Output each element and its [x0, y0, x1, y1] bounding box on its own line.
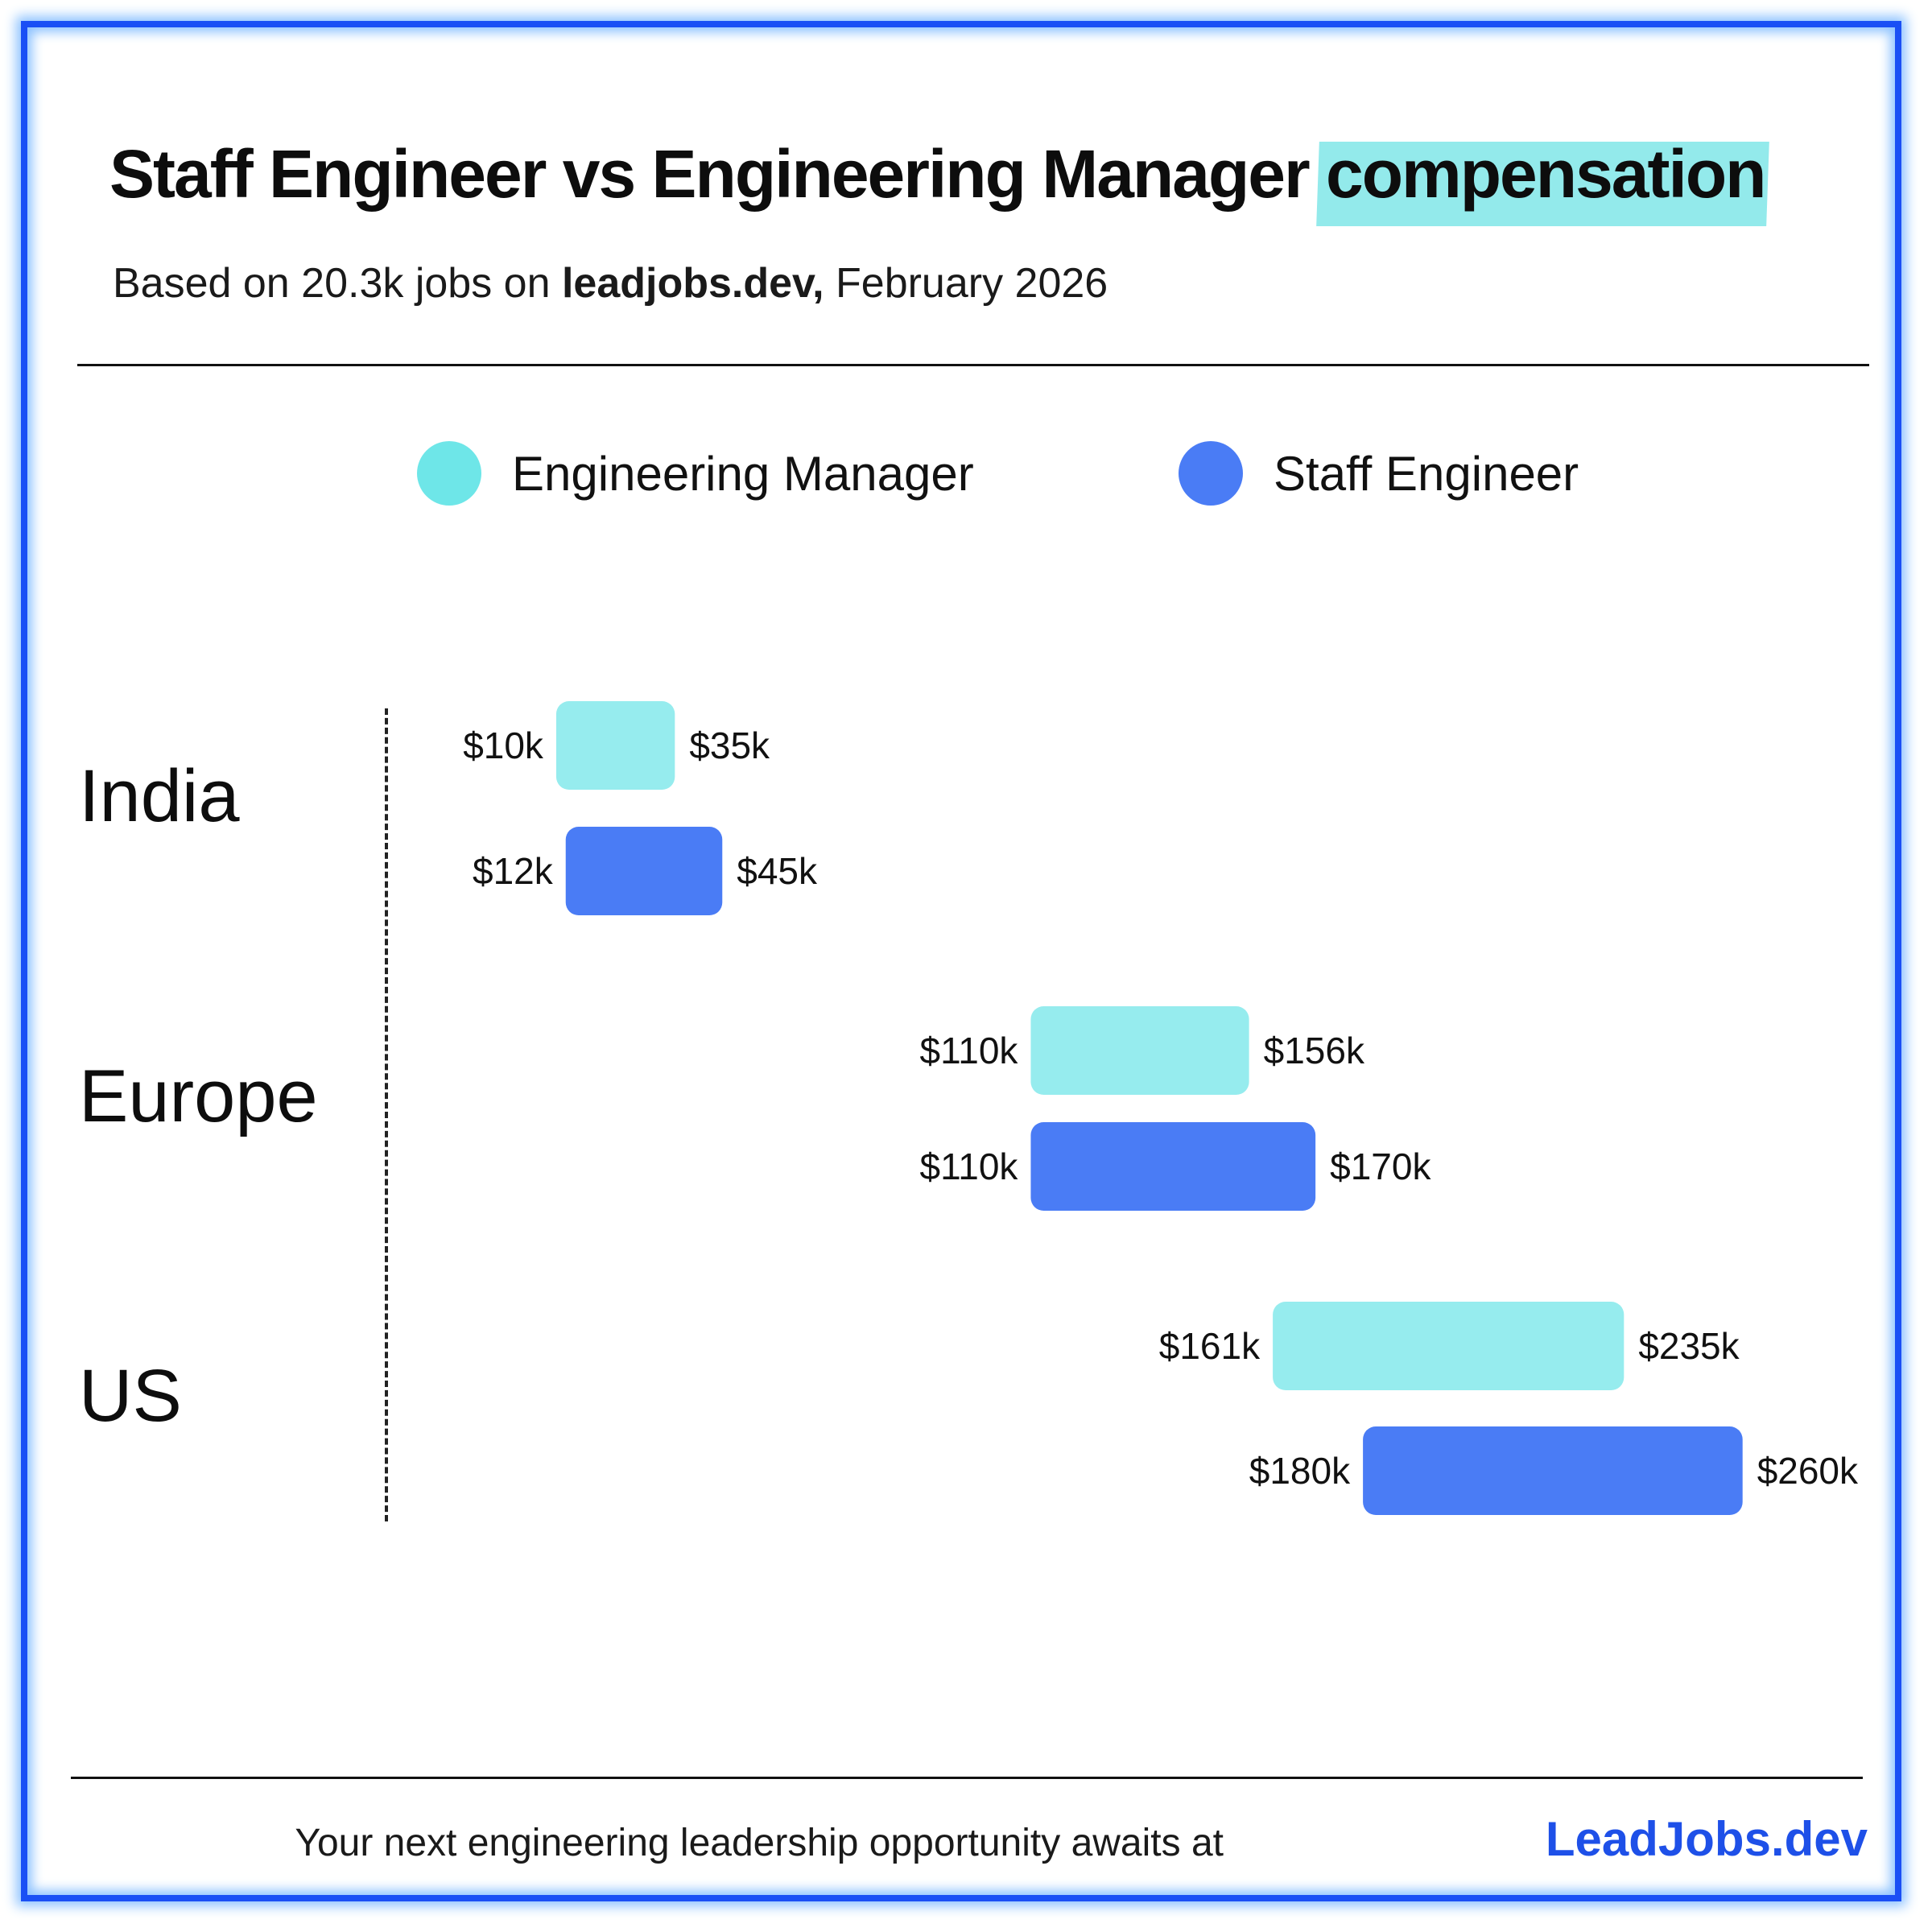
bar-us-staff-engineer	[1363, 1426, 1743, 1515]
category-axis-line	[385, 708, 388, 1521]
legend-item-staff-engineer: Staff Engineer	[1179, 441, 1579, 506]
legend-label-engineering-manager: Engineering Manager	[512, 446, 974, 501]
label-high-india-engineering-manager: $35k	[689, 724, 770, 766]
footer-brand-link[interactable]: LeadJobs.dev	[1545, 1812, 1868, 1866]
label-low-europe-engineering-manager: $110k	[920, 1030, 1019, 1071]
region-label-india: India	[79, 755, 240, 837]
label-high-india-staff-engineer: $45k	[737, 850, 818, 892]
header-divider	[77, 364, 1869, 366]
legend-item-engineering-manager: Engineering Manager	[417, 441, 974, 506]
label-low-us-engineering-manager: $161k	[1159, 1325, 1261, 1367]
title-main: Staff Engineer vs Engineering Manager	[109, 136, 1311, 212]
label-high-europe-engineering-manager: $156k	[1264, 1030, 1365, 1071]
title-highlight: compensation	[1326, 136, 1766, 212]
bar-us-engineering-manager	[1273, 1302, 1624, 1390]
legend-label-staff-engineer: Staff Engineer	[1274, 446, 1579, 501]
legend-swatch-engineering-manager	[417, 441, 481, 506]
bar-europe-engineering-manager	[1030, 1006, 1249, 1095]
label-high-us-staff-engineer: $260k	[1757, 1450, 1859, 1492]
label-high-europe-staff-engineer: $170k	[1330, 1146, 1431, 1187]
region-label-us: US	[79, 1355, 182, 1437]
footer-divider	[71, 1777, 1863, 1779]
label-low-india-staff-engineer: $12k	[473, 850, 554, 892]
subtitle-site: leadjobs.dev,	[561, 260, 824, 307]
label-high-us-engineering-manager: $235k	[1638, 1325, 1740, 1367]
label-low-europe-staff-engineer: $110k	[920, 1146, 1019, 1187]
legend-swatch-staff-engineer	[1179, 441, 1243, 506]
chart-title: Staff Engineer vs Engineering Manager co…	[109, 135, 1766, 213]
footer-tagline: Your next engineering leadership opportu…	[295, 1822, 1224, 1864]
chart-subtitle: Based on 20.3k jobs on leadjobs.dev, Feb…	[113, 259, 1108, 308]
region-label-europe: Europe	[79, 1055, 318, 1137]
card-frame	[21, 21, 1901, 1901]
subtitle-suffix: February 2026	[836, 260, 1108, 307]
subtitle-prefix: Based on 20.3k jobs on	[113, 260, 551, 307]
bar-europe-staff-engineer	[1030, 1122, 1316, 1211]
bar-india-staff-engineer	[565, 827, 723, 915]
label-low-india-engineering-manager: $10k	[463, 724, 544, 766]
label-low-us-staff-engineer: $180k	[1249, 1450, 1351, 1492]
bar-india-engineering-manager	[555, 701, 675, 790]
